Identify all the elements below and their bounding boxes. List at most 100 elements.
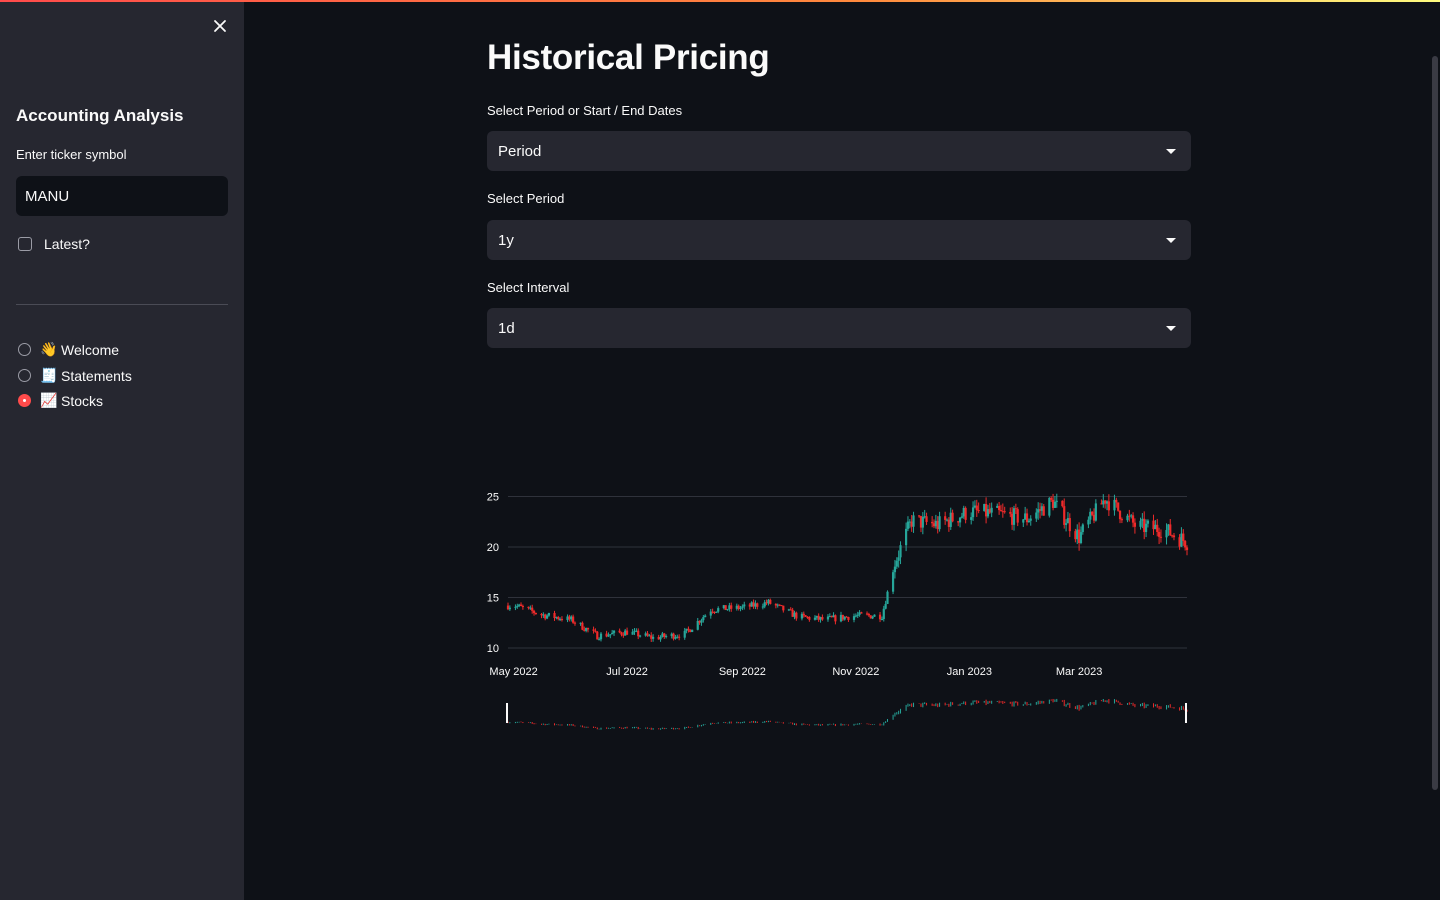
radio-button[interactable] [18,343,31,356]
candle-body [633,630,636,632]
interval-label: Select Interval [487,280,570,295]
candle-body [947,519,950,527]
period-select[interactable]: 1y [487,220,1191,260]
candle-body [1144,523,1148,533]
candle-body [999,510,1003,512]
ticker-input[interactable] [16,176,228,216]
candle-body [592,629,595,631]
candle-body [769,599,772,604]
candle-body [984,504,988,517]
candle-body [560,619,564,621]
candle-body [661,633,664,637]
candle-body [756,603,759,607]
range-slider-right-handle [1185,703,1187,723]
candle-body [659,636,662,640]
waving-hand-icon: 👋 [40,341,58,357]
nav-radio-stocks[interactable]: 📈 Stocks [18,392,103,409]
candle-body [936,520,939,530]
candle-body [958,517,962,523]
candle-body [737,605,740,609]
candle-body [912,515,915,527]
candle-body [1076,529,1079,540]
period-mode-select[interactable]: Period [487,131,1191,171]
candle-body [847,617,850,620]
candle-body [1081,524,1084,533]
candle-body [1113,499,1116,511]
candle-body [754,603,757,607]
interval-select[interactable]: 1d [487,308,1191,348]
close-sidebar-button[interactable] [208,14,232,38]
candle-body [739,607,742,609]
candle-body [1025,513,1029,523]
candle-body [553,612,556,619]
candle-body [711,611,714,613]
candle-body [832,615,835,618]
latest-checkbox[interactable]: Latest? [18,236,90,252]
candle-body [908,521,911,523]
candle-body [891,572,895,592]
candle-body [854,615,857,617]
candle-body [839,614,843,622]
candle-body [778,604,781,606]
candle-body [899,545,902,558]
x-tick-label: Jan 2023 [947,666,992,678]
select-value: 1y [498,231,514,249]
candle-body [748,604,751,607]
candle-body [765,602,768,604]
latest-label: Latest? [44,236,90,252]
candle-body [544,614,547,619]
candle-body [1159,536,1163,538]
candle-body [1117,502,1120,511]
candle-body [1091,511,1094,515]
candle-body [871,616,874,619]
candle-body [672,633,675,639]
candle-body [652,636,655,639]
candle-body [1078,529,1081,544]
radio-button-selected[interactable] [18,394,31,407]
close-icon [214,20,226,32]
checkbox-box[interactable] [18,237,32,251]
candle-body [1068,518,1071,532]
candle-body [884,603,887,609]
candle-body [873,614,876,617]
candle-body [1157,532,1161,537]
candle-body [624,630,627,636]
y-tick-label: 15 [487,593,499,605]
candle-body [545,615,549,619]
candle-body [988,509,991,513]
candle-body [919,516,923,528]
candle-body [508,607,511,610]
nav-radio-welcome[interactable]: 👋 Welcome [18,341,119,358]
candle-body [973,505,977,508]
period-mode-label: Select Period or Start / End Dates [487,103,683,118]
candle-body [1115,499,1118,503]
candle-body [791,609,794,617]
candle-body [1048,497,1051,516]
candle-body [923,516,926,518]
candle-body [1102,500,1105,505]
candle-body [752,602,755,607]
candle-body [1184,540,1187,548]
ticker-label: Enter ticker symbol [16,147,127,162]
scrollbar[interactable] [1432,56,1438,790]
nav-label-stocks: Stocks [61,392,104,409]
candle-body [631,631,634,635]
candle-body [568,616,571,620]
nav-radio-statements[interactable]: 🧾 Statements [18,367,132,384]
candle-body [698,620,701,623]
candle-body [1014,508,1017,510]
candle-body [683,630,686,638]
candle-body [789,609,792,611]
candle-body [1128,515,1131,517]
radio-button[interactable] [18,369,31,382]
candle-body [663,633,666,637]
candle-body [1133,522,1137,527]
y-tick-label: 10 [487,643,499,655]
candle-body [1130,515,1133,517]
candle-body [977,510,980,512]
nav-label-statements: Statements [61,367,132,384]
candle-body [596,631,599,640]
candle-body [540,613,543,616]
candle-body [990,507,993,513]
candle-body [730,605,733,609]
